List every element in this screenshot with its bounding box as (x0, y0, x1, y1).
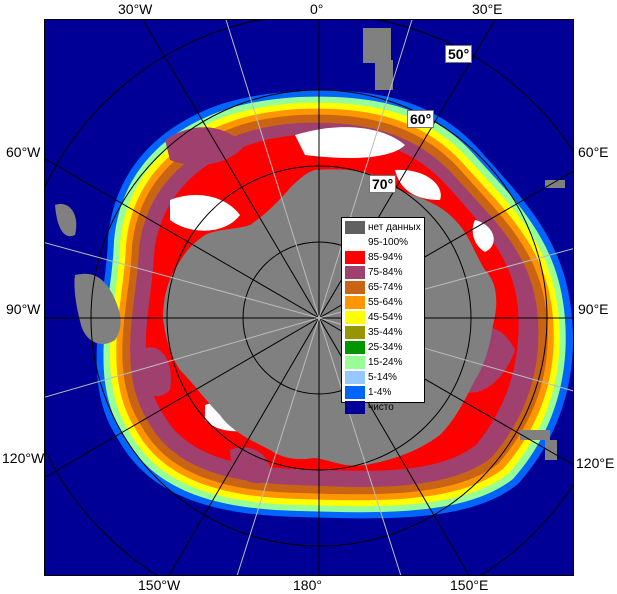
meridian-m120 (45, 317, 320, 478)
legend-swatch (345, 341, 365, 354)
legend-swatch (345, 251, 365, 264)
legend-swatch (345, 236, 365, 249)
land-fragment (74, 273, 121, 345)
legend-swatch (345, 311, 365, 324)
latitude-label-60: 60° (407, 110, 435, 128)
lon-label-150e: 150°E (450, 577, 489, 593)
legend-label: 5-14% (368, 372, 397, 383)
lon-label-30w: 30°W (118, 1, 153, 17)
legend-swatch (345, 266, 365, 279)
legend-swatch (345, 386, 365, 399)
latitude-label-70: 70° (369, 175, 397, 193)
legend-rows: нет данных 95-100% 85-94% 75-84% 65-74% 55-64… (342, 220, 424, 415)
legend-swatch (345, 401, 365, 414)
legend-item: 65-74% (342, 280, 424, 295)
lon-label-90e: 90°E (578, 301, 609, 317)
legend-swatch (345, 356, 365, 369)
lon-label-120e: 120°E (576, 455, 615, 471)
legend-item: 5-14% (342, 370, 424, 385)
legend-label: 45-54% (368, 312, 403, 323)
ice-patch-95-100 (472, 220, 494, 252)
meridian-m15 (225, 20, 320, 319)
legend-label: 25-34% (368, 342, 403, 353)
legend-label: 95-100% (368, 237, 409, 248)
legend-item: 85-94% (342, 250, 424, 265)
land-fragment (55, 204, 77, 237)
lon-label-180: 180° (293, 577, 322, 593)
lon-label-120w: 120°W (2, 450, 45, 466)
meridian-m165 (236, 317, 320, 575)
ice-patch-95-100 (295, 127, 405, 158)
sea-ice-map (45, 20, 573, 575)
legend-label: 65-74% (368, 282, 403, 293)
lon-label-60w: 60°W (6, 144, 41, 160)
land-fragment (545, 440, 557, 460)
legend-swatch (345, 326, 365, 339)
ice-concentration-legend: нет данных 95-100% 85-94% 75-84% 65-74% 55-64… (341, 217, 425, 414)
legend-label: чисто (368, 402, 394, 413)
legend-label: нет данных (368, 222, 421, 233)
legend-swatch (345, 296, 365, 309)
latitude-label-50: 50° (445, 45, 473, 63)
legend-item: чисто (342, 400, 424, 415)
meridian-m30 (142, 20, 320, 319)
legend-label: 15-24% (368, 357, 403, 368)
lon-label-150w: 150°W (138, 577, 181, 593)
legend-swatch (345, 281, 365, 294)
meridian-15 (318, 20, 413, 319)
legend-label: 35-44% (368, 327, 403, 338)
ice-patch-75-84 (135, 347, 171, 397)
land-fragment (363, 28, 391, 63)
legend-item: 15-24% (342, 355, 424, 370)
lon-label-90w: 90°W (6, 301, 41, 317)
land-fragment (520, 430, 550, 440)
meridian-m60 (45, 158, 320, 319)
land-fragment (375, 60, 393, 90)
legend-item: 95-100% (342, 235, 424, 250)
ice-patch-75-84 (230, 447, 271, 484)
legend-item: 35-44% (342, 325, 424, 340)
legend-item: 45-54% (342, 310, 424, 325)
fine-meridians (45, 20, 573, 575)
map-frame: 50° 60° 70° (44, 19, 574, 576)
lon-label-60e: 60°E (578, 144, 609, 160)
legend-item: нет данных (342, 220, 424, 235)
legend-item: 75-84% (342, 265, 424, 280)
legend-label: 55-64% (368, 297, 403, 308)
ice-patch-75-84 (165, 127, 245, 165)
legend-label: 1-4% (368, 387, 392, 398)
lon-label-0: 0° (310, 1, 324, 17)
legend-item: 1-4% (342, 385, 424, 400)
legend-swatch (345, 371, 365, 384)
ice-patch-95-100 (170, 195, 240, 231)
legend-item: 55-64% (342, 295, 424, 310)
legend-label: 85-94% (368, 252, 403, 263)
land-fragment (545, 180, 565, 188)
meridian-165 (318, 317, 402, 575)
legend-item: 25-34% (342, 340, 424, 355)
legend-swatch (345, 221, 365, 234)
legend-label: 75-84% (368, 267, 403, 278)
lon-label-30e: 30°E (472, 1, 503, 17)
meridian-m75 (45, 242, 320, 319)
meridian-m150 (168, 317, 320, 575)
meridian-m105 (45, 317, 320, 398)
ice-patch-95-100 (395, 169, 441, 200)
